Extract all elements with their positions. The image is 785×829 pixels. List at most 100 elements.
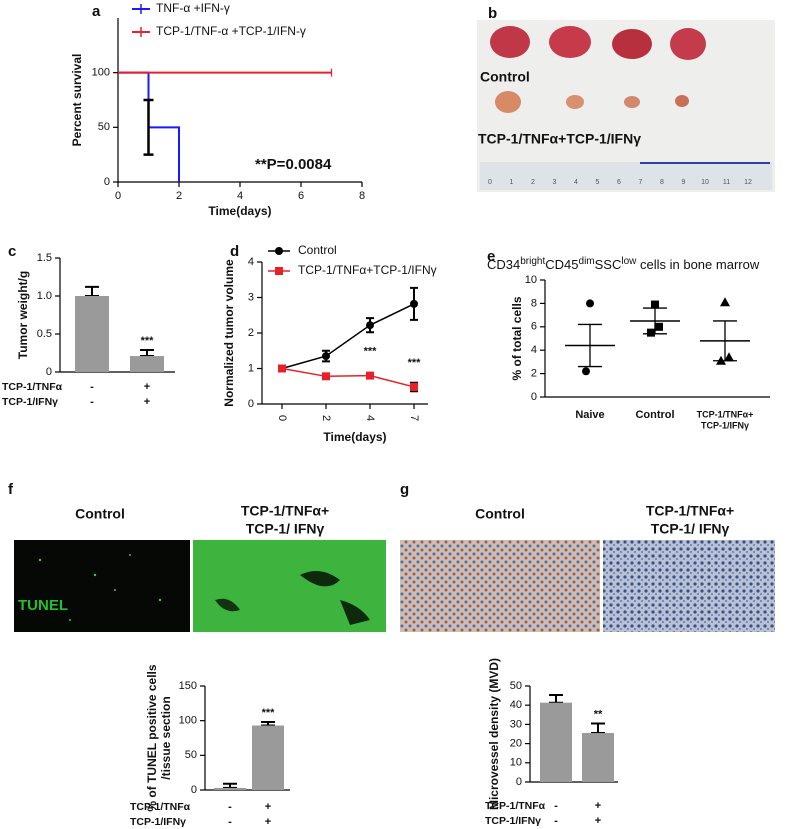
treatment-label: TCP-1/IFNγ: [130, 816, 186, 828]
series-line: [281, 303, 415, 370]
photo-label: TCP-1/ IFNγ: [246, 521, 325, 537]
y-tick-label: 3: [248, 291, 254, 303]
treatment-sign: -: [90, 381, 94, 393]
ruler-label: 10: [701, 179, 709, 186]
x-tick-label: 2: [320, 415, 332, 421]
point: [410, 382, 418, 391]
panel-letter: g: [400, 481, 409, 498]
x-tick-label: Control: [635, 409, 674, 421]
error-bar: [549, 694, 563, 704]
legend-marker: [275, 247, 283, 255]
y-axis-label: % of total cells: [510, 296, 524, 380]
photo-tumors: [477, 20, 775, 192]
y-tick-label: 100: [92, 67, 110, 79]
legend-label: Control: [298, 243, 337, 257]
significance: ***: [141, 335, 155, 347]
photo-label: Control: [475, 506, 525, 522]
legend-label: TNF-α +IFN-γ: [156, 1, 230, 15]
y-tick-label: 50: [510, 680, 522, 692]
significance: ***: [262, 707, 276, 719]
title-part: CD45: [545, 257, 578, 272]
y-tick-label: 0: [531, 391, 537, 403]
x-tick-label: 4: [364, 415, 376, 421]
legend-marker: [275, 267, 283, 275]
ruler-label: 1: [510, 179, 514, 186]
y-tick-label: 4: [248, 256, 254, 268]
point: [651, 300, 659, 309]
y-tick-label: 2: [531, 368, 537, 380]
error-bar: [591, 722, 605, 735]
error-bar: [578, 323, 602, 368]
x-tick-label: TCP-1/IFNγ: [701, 420, 749, 430]
ruler-label: 5: [596, 179, 600, 186]
y-tick-label: 8: [531, 297, 537, 309]
error-bar: [143, 98, 154, 156]
panel-letter: c: [8, 243, 16, 260]
treatment-label: TCP-1/TNFα: [485, 800, 546, 812]
title-part: low: [621, 256, 637, 267]
bar: [252, 725, 284, 790]
treatment-sign: -: [554, 800, 558, 812]
y-tick-label: 1: [248, 362, 254, 374]
y-tick-label: 0: [516, 776, 522, 788]
treatment-sign: +: [595, 815, 601, 827]
point: [366, 371, 374, 380]
y-axis-label: Microvessel density (MVD): [487, 658, 501, 810]
point: [278, 364, 286, 373]
treatment-label: TCP-1/TNFα: [2, 381, 63, 393]
annotation: **P=0.0084: [255, 156, 332, 173]
treatment-label: TCP-1/TNFα: [130, 801, 191, 813]
y-axis-label: /tissue section: [159, 696, 173, 779]
photo-label: TCP-1/ IFNγ: [651, 521, 730, 537]
y-tick-label: 10: [525, 274, 537, 286]
title-part: CD34: [487, 257, 520, 272]
point: [720, 297, 730, 307]
treatment-sign: +: [144, 396, 150, 408]
point: [724, 352, 734, 362]
title-part: bright: [520, 256, 545, 267]
x-tick-label: TCP-1/TNFα+: [697, 409, 754, 419]
point: [366, 321, 374, 330]
point: [322, 352, 330, 361]
x-tick-label: 2: [176, 190, 182, 202]
y-axis-label: Percent survival: [70, 54, 84, 147]
x-tick-label: Naive: [575, 409, 604, 421]
point: [410, 299, 418, 308]
y-tick-label: 6: [531, 321, 537, 333]
photo-label: TCP-1/TNFα+: [241, 503, 329, 519]
y-tick-label: 4: [531, 344, 537, 356]
photo-tunel: [14, 540, 386, 632]
photo-ihc: [400, 540, 775, 632]
treatment-label: TCP-1/IFNγ: [2, 396, 58, 408]
y-tick-label: 100: [179, 715, 197, 727]
ruler: 0 1 2 3 4 5 6 7 8 9 10 11 12: [488, 179, 752, 186]
point: [582, 367, 590, 376]
ruler-label: 7: [639, 179, 643, 186]
point: [647, 328, 655, 337]
bar: [540, 702, 572, 782]
y-tick-label: 2: [248, 327, 254, 339]
treatment-sign: -: [228, 816, 232, 828]
y-axis-label: % of TUNEL positive cells: [145, 664, 159, 811]
ruler-label: 4: [574, 179, 578, 186]
photo-label: TCP-1/TNFα+TCP-1/IFNγ: [478, 131, 641, 147]
error-bar: [643, 307, 667, 335]
y-tick-label: 1.0: [37, 290, 52, 302]
error-bar: [85, 285, 99, 297]
ruler-label: 8: [660, 179, 664, 186]
treatment-sign: -: [228, 801, 232, 813]
y-tick-label: 40: [510, 699, 522, 711]
point: [655, 322, 663, 331]
x-tick-label: 0: [115, 190, 121, 202]
x-tick-label: 6: [298, 190, 304, 202]
legend-label: TCP-1/TNFα+TCP-1/IFNγ: [298, 263, 437, 277]
error-bar: [223, 782, 237, 789]
y-tick-label: 10: [510, 757, 522, 769]
x-tick-label: 7: [408, 415, 420, 421]
y-tick-label: 20: [510, 738, 522, 750]
photo-label: Control: [75, 506, 125, 522]
ruler-label: 0: [488, 179, 492, 186]
y-tick-label: 50: [185, 749, 197, 761]
error-bar: [140, 348, 154, 358]
